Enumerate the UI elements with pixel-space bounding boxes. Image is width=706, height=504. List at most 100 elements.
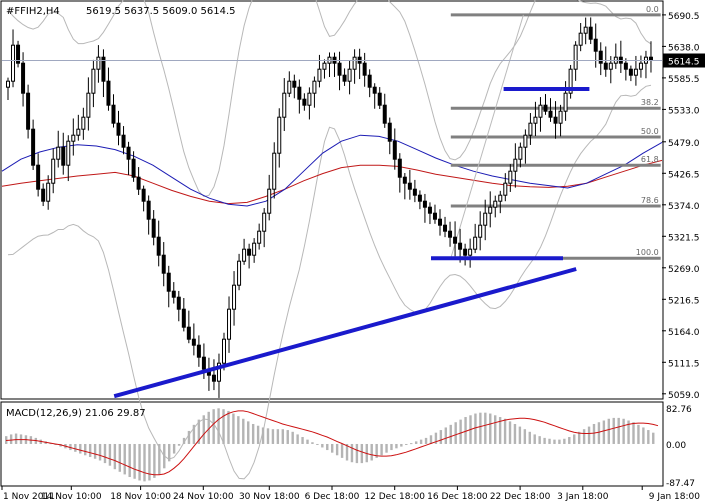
macd-histogram-bar: [350, 443, 354, 463]
macd-histogram-bar: [192, 424, 196, 444]
candle-body: [553, 116, 558, 124]
macd-histogram-bar: [331, 443, 334, 453]
candle-body: [277, 116, 282, 154]
candle-body: [578, 32, 583, 46]
macd-histogram-bar: [326, 443, 329, 451]
macd-histogram-bar: [187, 430, 191, 444]
candle-body: [583, 26, 588, 34]
macd-histogram-bar: [316, 443, 319, 445]
candle-body: [126, 146, 131, 160]
moving-averages: [1, 134, 663, 207]
macd-histogram-bar: [400, 443, 403, 447]
macd-histogram-bar: [533, 434, 536, 444]
macd-histogram-bar: [306, 439, 309, 444]
current-price-tag: [663, 53, 705, 68]
macd-histogram-bar: [207, 411, 210, 444]
candle-body: [372, 86, 377, 94]
macd-histogram-bar: [153, 443, 156, 478]
macd-histogram-bar: [627, 420, 630, 444]
macd-histogram-bar: [538, 436, 541, 444]
macd-histogram-bar: [494, 415, 497, 444]
macd-histogram-bar: [597, 422, 601, 444]
y-tick-label: 5216.5: [668, 296, 700, 306]
macd-histogram-bar: [217, 408, 220, 444]
candle-body: [312, 80, 317, 94]
macd-histogram-bar: [74, 443, 77, 452]
macd-histogram-bar: [108, 443, 112, 466]
candle-body: [558, 110, 563, 124]
macd-histogram-bar: [484, 412, 487, 444]
macd-histogram-bar: [587, 426, 591, 444]
macd-histogram-bar: [434, 432, 438, 444]
candle-body: [161, 254, 166, 274]
fibo-level-label: 38.2: [641, 98, 659, 107]
candle-body: [603, 62, 608, 70]
y-tick-label: 5321.5: [668, 233, 700, 243]
macd-histogram-bar: [212, 409, 215, 444]
candle-body: [216, 362, 221, 382]
candle-body: [337, 62, 342, 76]
y-tick-label: 5111.5: [668, 359, 700, 369]
candle-body: [342, 74, 347, 82]
y-tick-label: 5374.0: [668, 202, 700, 212]
candle-body: [533, 116, 538, 124]
macd-histogram-bar: [222, 409, 225, 444]
candle-body: [523, 134, 528, 148]
macd-histogram-bar: [548, 438, 551, 444]
candle-body: [463, 248, 468, 256]
macd-histogram-bar: [143, 443, 146, 482]
candle-body: [478, 224, 483, 238]
candle-body: [508, 170, 513, 184]
macd-histogram-bar: [479, 412, 482, 444]
candle-body: [377, 92, 382, 106]
macd-histogram-bar: [118, 443, 122, 472]
candle-body: [322, 62, 327, 70]
candle-body: [493, 200, 498, 208]
candle-body: [222, 338, 226, 364]
candle-body: [111, 104, 116, 124]
macd-histogram-bar: [464, 417, 467, 444]
macd-scale-label: 0.00: [666, 441, 686, 451]
candle-body: [257, 230, 262, 244]
macd-scale: 82.76 0.00 -87.47: [666, 405, 695, 489]
trendlines: [113, 87, 590, 399]
bollinger-lower-line: [7, 84, 652, 480]
x-tick-label: 9 Jan 18:00: [649, 492, 701, 502]
fibo-level-label: 0.0: [646, 5, 659, 14]
y-tick-label: 5690.5: [668, 12, 700, 22]
macd-histogram-bar: [158, 443, 161, 475]
macd-histogram-bar: [182, 437, 186, 444]
y-tick-label: 5059.0: [668, 391, 700, 401]
candle-body: [292, 80, 297, 88]
macd-histogram-bar: [573, 434, 576, 444]
macd-histogram-bar: [291, 431, 294, 444]
y-tick-label: 5533.0: [668, 106, 700, 116]
macd-histogram-bar: [271, 429, 275, 444]
candle-body: [282, 92, 287, 118]
macd-histogram-bar: [498, 417, 502, 444]
candle-body: [458, 242, 463, 250]
macd-histogram-bar: [439, 430, 443, 444]
y-tick-label: 5164.0: [668, 328, 700, 338]
candlesticks: [6, 17, 653, 398]
candle-body: [638, 62, 643, 70]
macd-histogram-bar: [563, 438, 566, 444]
macd-histogram-bar: [237, 416, 240, 444]
macd-histogram-bar: [508, 421, 512, 444]
candle-body: [96, 56, 101, 70]
macd-histogram-bar: [281, 429, 285, 444]
macd-histogram-bar: [84, 443, 87, 456]
candle-body: [548, 110, 553, 118]
fibo-level-label: 78.6: [641, 196, 659, 205]
macd-histogram-bar: [177, 443, 181, 446]
fibo-level-label: 61.8: [641, 155, 659, 164]
macd-histogram-bar: [405, 443, 408, 445]
macd-histogram-bar: [390, 443, 393, 451]
macd-scale-label: -87.47: [666, 479, 695, 489]
y-tick-label: 5638.0: [668, 43, 700, 53]
macd-histogram-bar: [607, 418, 611, 444]
candle-body: [41, 188, 46, 202]
macd-histogram-bar: [380, 443, 383, 456]
candle-body: [503, 182, 508, 196]
candle-body: [86, 92, 91, 118]
